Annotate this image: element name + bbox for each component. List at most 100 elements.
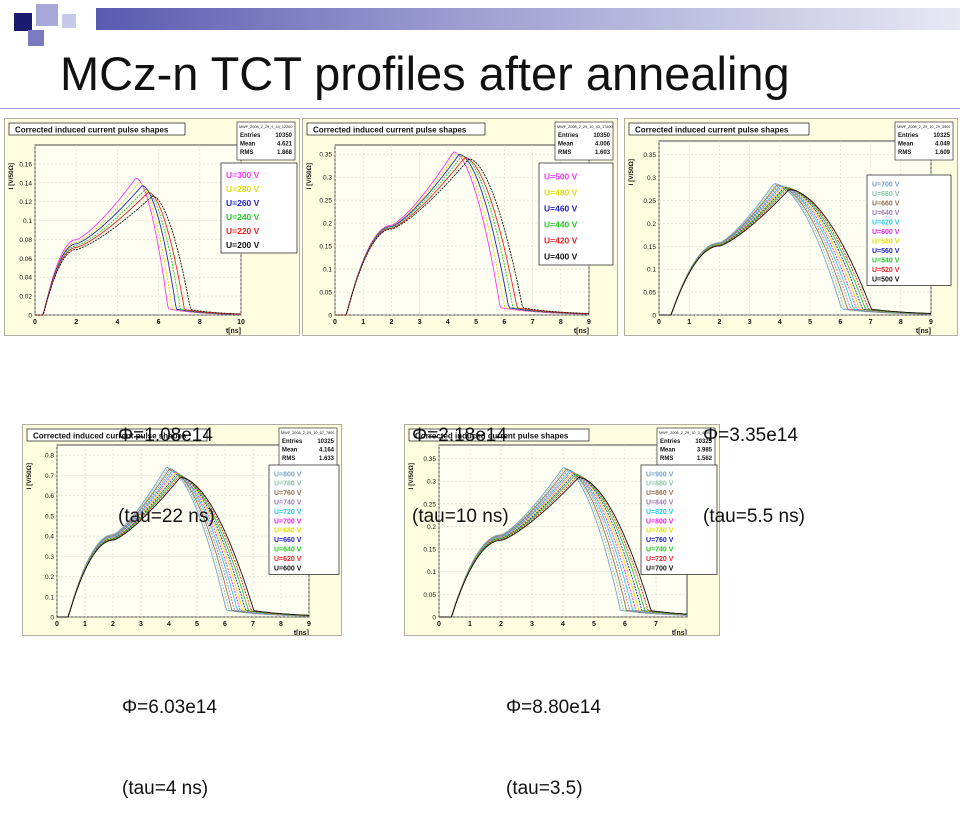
chart-title: Corrected induced current pulse shapes: [313, 126, 467, 135]
chart-panel-1: Corrected induced current pulse shapes 0 0…: [4, 118, 300, 336]
stats-value: 1.633: [319, 456, 335, 462]
caption-1: Φ=1.08e14 (tau=22 ns): [118, 368, 215, 557]
stats-value: 4.621: [277, 142, 293, 148]
legend-entry: U=900 V: [646, 471, 674, 478]
y-tick-label: 0: [432, 615, 436, 622]
y-tick-label: 0.04: [19, 275, 32, 282]
y-tick-label: 0.1: [427, 569, 436, 576]
stats-value: 10350: [593, 133, 610, 139]
caption-5-fluence: Φ=8.80e14: [506, 697, 601, 718]
y-tick-label: 0.5: [45, 513, 54, 520]
legend-entry: U=540 V: [872, 257, 900, 264]
legend-entry: U=800 V: [646, 518, 674, 525]
legend-entry: U=780 V: [646, 528, 674, 535]
series-line: [439, 474, 688, 618]
chart-title-box: [628, 122, 810, 136]
x-axis-label: t[ns]: [226, 328, 241, 335]
chart-title: Corrected induced current pulse shapes: [33, 432, 187, 441]
stats-label: Entries: [558, 133, 579, 139]
y-tick-label: 0.4: [45, 534, 54, 541]
stats-value: 3.985: [697, 448, 713, 454]
series-line: [57, 477, 310, 618]
caption-3-fluence: Φ=3.35e14: [703, 425, 798, 446]
legend-entry: U=700 V: [646, 565, 674, 572]
x-tick-label: 6: [157, 319, 161, 326]
caption-4: Φ=6.03e14 (tau=4 ns): [122, 640, 217, 829]
legend-entry: U=500 V: [544, 171, 578, 181]
chart-3: Corrected induced current pulse shapes00…: [628, 121, 954, 335]
stats-value: 4.049: [935, 142, 951, 148]
stats-value: 1.609: [935, 150, 951, 156]
y-axis-label: I [V/50Ω]: [408, 463, 415, 490]
stats-label: Mean: [240, 142, 256, 148]
chart-4: Corrected induced current pulse shapes00…: [26, 427, 340, 635]
x-tick-label: 2: [499, 621, 503, 628]
legend-entry: U=220 V: [226, 226, 260, 236]
stats-value: 10325: [933, 133, 950, 139]
chart-title-box: [408, 428, 590, 442]
chart-title: Corrected induced current pulse shapes: [635, 126, 789, 135]
x-tick-label: 0: [33, 319, 37, 326]
stats-value: 1.868: [277, 150, 293, 156]
legend-entry: U=640 V: [274, 547, 302, 554]
legend-entry: U=520 V: [872, 267, 900, 274]
x-axis-label: t[ns]: [672, 630, 687, 635]
y-axis-label: I [V/50Ω]: [306, 163, 313, 190]
y-tick-label: 0.3: [647, 175, 656, 182]
caption-1-tau: (tau=22 ns): [118, 506, 215, 527]
y-tick-label: 0.3: [45, 554, 54, 561]
slide-title: MCz-n TCT profiles after annealing: [60, 47, 790, 100]
x-tick-label: 5: [474, 319, 478, 326]
legend-entry: U=840 V: [646, 500, 674, 507]
stats-label: Entries: [282, 439, 303, 445]
legend-entry: U=660 V: [274, 537, 302, 544]
series-line: [35, 195, 241, 316]
legend-entry: U=800 V: [274, 471, 302, 478]
stats-name: MWF_2008_2_29_9_44_12200: [239, 125, 292, 129]
legend-entry: U=420 V: [544, 235, 578, 245]
chart-title-box: [306, 122, 486, 136]
x-tick-label: 4: [115, 319, 119, 326]
series-line: [335, 151, 589, 316]
y-tick-label: 0.1: [323, 267, 332, 274]
y-tick-label: 0.2: [45, 574, 54, 581]
stats-label: Mean: [558, 142, 574, 148]
x-tick-label: 5: [195, 621, 199, 628]
legend-entry: U=240 V: [226, 212, 260, 222]
legend-entry: U=700 V: [274, 518, 302, 525]
x-axis-label: t[ns]: [294, 630, 309, 635]
legend-entry: U=200 V: [226, 240, 260, 250]
legend-entry: U=680 V: [274, 528, 302, 535]
legend-entry: U=760 V: [646, 537, 674, 544]
y-tick-label: 0.08: [19, 237, 32, 244]
header-square-dark: [14, 13, 32, 31]
chart-1: Corrected induced current pulse shapes 0 0…: [8, 121, 298, 335]
plot-area: [34, 144, 242, 316]
x-tick-label: 2: [389, 319, 393, 326]
legend-entry: U=680 V: [872, 191, 900, 198]
caption-4-tau: (tau=4 ns): [122, 778, 209, 799]
series-line: [35, 182, 242, 316]
legend-entry: U=760 V: [274, 490, 302, 497]
stats-name: MWF_2008_2_29_10_57_7800: [281, 431, 334, 435]
stats-box: [554, 121, 614, 161]
series-line: [659, 189, 931, 316]
x-tick-label: 3: [530, 621, 534, 628]
y-tick-label: 0.35: [319, 152, 332, 159]
y-tick-label: 0.35: [643, 152, 656, 159]
header-square-mid: [28, 30, 44, 46]
y-tick-label: 0.12: [19, 199, 32, 206]
y-tick-label: 0.16: [19, 161, 32, 168]
y-axis-label: I [V/50Ω]: [8, 163, 15, 190]
x-tick-label: 3: [748, 319, 752, 326]
x-tick-label: 4: [561, 621, 565, 628]
stats-label: RMS: [282, 456, 295, 462]
y-tick-label: 0.1: [647, 267, 656, 274]
stats-value: 1.603: [595, 150, 611, 156]
y-tick-label: 0.2: [647, 221, 656, 228]
x-tick-label: 10: [237, 319, 245, 326]
y-tick-label: 0.05: [423, 592, 436, 599]
chart-title: Corrected induced current pulse shapes: [15, 126, 169, 135]
legend-entry: U=500 V: [872, 276, 900, 283]
x-tick-label: 1: [83, 621, 87, 628]
